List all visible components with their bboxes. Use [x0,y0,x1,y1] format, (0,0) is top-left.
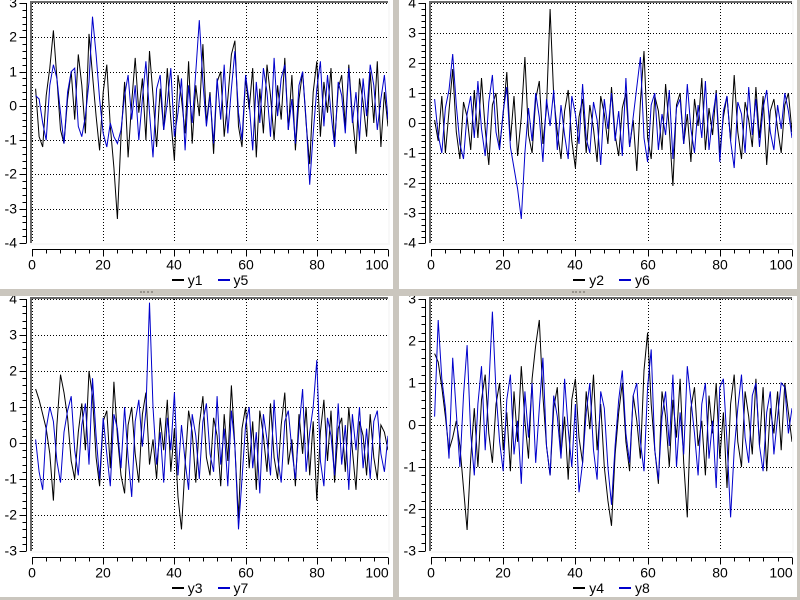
svg-text:60: 60 [238,565,254,581]
svg-text:-3: -3 [404,205,417,221]
svg-text:100: 100 [365,565,389,581]
svg-text:3: 3 [9,327,17,343]
svg-text:0: 0 [9,98,17,114]
svg-text:100: 100 [365,257,389,273]
canvas-frame [429,1,794,245]
series-y4 [434,319,793,531]
svg-text:80: 80 [712,565,728,581]
svg-text:1: 1 [9,64,17,80]
tick-labels: -4 -3 -2 -1 0 1 2 3 0 20 40 60 80 100 [5,0,389,273]
splitter-handle-vertical[interactable] [393,0,399,597]
svg-text:1: 1 [408,85,416,101]
svg-text:-2: -2 [404,175,417,191]
svg-text:40: 40 [166,257,182,273]
svg-text:3: 3 [408,296,416,307]
svg-text:0: 0 [408,115,416,131]
splitter-handle-horizontal[interactable] [0,289,797,296]
chart-y4-y8: -3 -2 -1 0 1 2 3 0 20 40 60 80 100 [404,296,794,581]
series-y3 [35,370,389,530]
axes [19,299,389,565]
svg-text:3: 3 [408,25,416,41]
svg-text:-1: -1 [5,471,18,487]
svg-text:2: 2 [408,333,416,349]
svg-text:-1: -1 [5,132,18,148]
axes [19,3,389,257]
chart-y1-y5: -4 -3 -2 -1 0 1 2 3 0 20 40 60 80 100 [5,0,390,273]
canvas-frame [30,297,390,553]
svg-text:60: 60 [238,257,254,273]
svg-text:20: 20 [95,565,111,581]
svg-text:-3: -3 [5,201,18,217]
svg-text:0: 0 [28,565,36,581]
svg-text:2: 2 [9,363,17,379]
svg-text:0: 0 [427,257,435,273]
grid [32,299,389,552]
svg-text:2: 2 [408,55,416,71]
svg-text:20: 20 [495,257,511,273]
svg-text:-2: -2 [5,166,18,182]
series-y7 [35,302,389,530]
svg-text:2: 2 [9,29,17,45]
svg-text:0: 0 [9,435,17,451]
svg-text:40: 40 [166,565,182,581]
splitter-grip-icon[interactable] [572,291,585,293]
svg-text:1: 1 [408,375,416,391]
svg-text:-4: -4 [404,235,417,251]
svg-text:100: 100 [769,257,793,273]
svg-text:0: 0 [28,257,36,273]
svg-text:3: 3 [9,0,17,11]
svg-text:60: 60 [640,565,656,581]
series-y2 [434,8,793,187]
svg-text:-2: -2 [5,507,18,523]
splitter-grip-icon[interactable] [140,291,153,293]
svg-text:-4: -4 [5,235,18,251]
plot-panel-top-left: -4 -3 -2 -1 0 1 2 3 0 20 40 60 80 100 y1 y5 [0,0,393,289]
series-y5 [35,16,389,185]
series-y8 [434,311,793,518]
svg-text:40: 40 [567,565,583,581]
plot-panel-bottom-left: -3 -2 -1 0 1 2 3 4 0 20 40 60 80 100 y3 y7 [0,296,393,597]
svg-text:20: 20 [95,257,111,273]
plot-panel-bottom-right: -3 -2 -1 0 1 2 3 0 20 40 60 80 100 y4 y8 [399,296,797,597]
svg-text:0: 0 [427,565,435,581]
axes [418,3,793,257]
svg-text:1: 1 [9,399,17,415]
svg-text:4: 4 [408,0,416,11]
svg-text:40: 40 [567,257,583,273]
canvas-frame [429,297,794,553]
svg-text:-1: -1 [404,145,417,161]
canvas-frame [30,1,390,245]
svg-text:80: 80 [309,257,325,273]
svg-text:100: 100 [769,565,793,581]
svg-text:0: 0 [408,417,416,433]
svg-text:-1: -1 [404,459,417,475]
svg-text:-2: -2 [404,501,417,517]
tick-labels: -3 -2 -1 0 1 2 3 0 20 40 60 80 100 [404,296,793,581]
svg-text:80: 80 [309,565,325,581]
svg-text:-3: -3 [404,543,417,559]
svg-text:4: 4 [9,296,17,307]
svg-text:80: 80 [712,257,728,273]
series-y6 [434,53,793,220]
plot-panel-top-right: -4 -3 -2 -1 0 1 2 3 4 0 20 40 60 80 100 y2 y6 [399,0,797,289]
svg-text:60: 60 [640,257,656,273]
svg-text:20: 20 [495,565,511,581]
svg-text:-3: -3 [5,543,18,559]
axes [418,299,793,565]
